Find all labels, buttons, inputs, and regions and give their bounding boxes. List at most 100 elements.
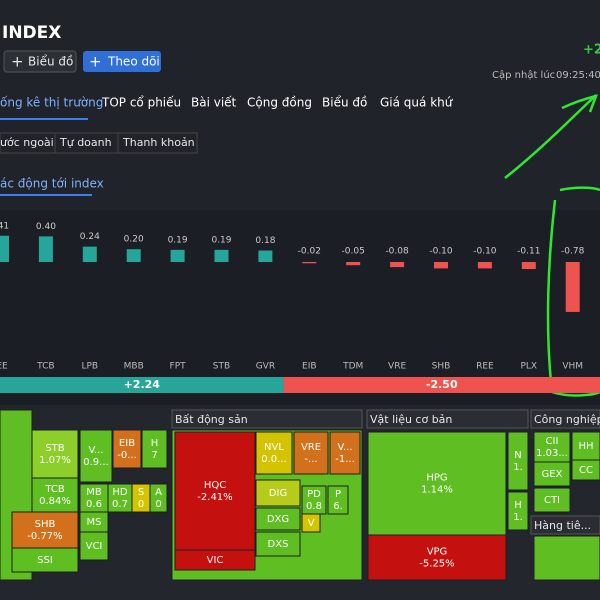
x-tick-label: GVR	[256, 362, 275, 372]
tile: V...-1...	[329, 431, 361, 475]
tile-label: -5.25%	[419, 559, 454, 570]
x-tick-label: LPB	[81, 362, 98, 372]
value-label: -0.10	[429, 247, 453, 257]
tile-rect	[149, 483, 168, 513]
tab[interactable]: ống kê thị trường	[0, 96, 103, 110]
tile-label: -0...	[117, 450, 137, 461]
tile-rect	[255, 431, 293, 475]
tab[interactable]: Biểu đồ	[322, 96, 367, 110]
tile: VRE-...	[293, 431, 329, 475]
tile-label: V...	[337, 442, 352, 453]
tile: DIG	[255, 479, 301, 507]
tile-label: N	[514, 450, 521, 461]
tile-rect	[255, 479, 301, 507]
value-label: -0.10	[473, 247, 497, 257]
tab[interactable]: Cộng đồng	[247, 96, 312, 110]
tile-label: SHB	[35, 519, 56, 530]
tile-rect	[533, 431, 571, 463]
header-bg	[0, 0, 600, 210]
tile-label: H	[151, 438, 159, 449]
sector-header	[530, 515, 600, 535]
tile-rect	[367, 431, 507, 536]
tile-label: 0.0...	[261, 454, 286, 465]
tile: MB0.6	[79, 483, 109, 513]
tile-label: 1.	[513, 462, 523, 473]
value-label: 0.20	[124, 235, 144, 245]
summary-label: -2.50	[426, 378, 458, 391]
tile: V	[301, 513, 321, 533]
tile-label: DXS	[268, 539, 289, 550]
tile-rect	[507, 491, 529, 531]
tile: CC	[571, 459, 600, 481]
subtab[interactable]: Tự doanh	[59, 136, 112, 149]
tile-label: 0	[155, 499, 161, 510]
tile-label: -2.41%	[197, 492, 232, 503]
updated-time: 09:25:40	[556, 70, 600, 81]
tile: V...0.9...	[79, 429, 113, 483]
follow-button[interactable]	[83, 51, 161, 72]
tile-label: NVL	[264, 442, 284, 453]
tile: MS	[79, 511, 109, 533]
tile-rect	[79, 429, 113, 483]
value-label: 0.19	[211, 235, 231, 245]
x-tick-label: TDM	[342, 362, 363, 372]
value-label: -0.05	[342, 247, 365, 257]
tile-label: -...	[304, 454, 317, 465]
chart-button[interactable]	[3, 50, 77, 73]
value-label: -0.08	[385, 247, 409, 257]
tile: NVL0.0...	[255, 431, 293, 475]
x-tick-label: MBB	[124, 362, 144, 372]
value-label: 0.40	[36, 222, 56, 232]
subtab[interactable]: Thanh khoản	[122, 136, 195, 149]
tile-label: -1...	[335, 454, 355, 465]
tile-label: 1.03...	[536, 448, 568, 459]
tile-label: 1.	[513, 512, 523, 523]
tile-label: P	[335, 489, 341, 500]
tile-label: V...	[88, 445, 103, 456]
sector-header	[530, 409, 600, 429]
subtab[interactable]: ước ngoài	[0, 136, 54, 149]
bar	[214, 249, 229, 262]
value-label: -0.02	[298, 247, 321, 257]
bar	[477, 262, 492, 269]
tile-rect	[31, 477, 79, 513]
tile-label: GEX	[542, 469, 563, 480]
tile: CTI	[533, 487, 571, 513]
summary-label: +2.24	[124, 378, 161, 391]
tab[interactable]: TOP cổ phiếu	[101, 96, 181, 110]
x-tick-label: SHB	[432, 362, 451, 372]
tile-label: MB	[86, 487, 102, 498]
button-label: Theo dõi	[107, 55, 160, 69]
tile-label: STB	[45, 443, 64, 454]
value-label: 0.19	[168, 235, 188, 245]
tile-label: CTI	[544, 495, 560, 506]
x-tick-label: PLX	[520, 362, 537, 372]
button-label: Biểu đồ	[28, 55, 73, 69]
tile-label: 7	[151, 450, 157, 461]
x-tick-label: EE	[0, 362, 8, 372]
tile-rect	[327, 485, 349, 515]
tile-label: A	[155, 487, 162, 498]
tile-label: S	[138, 487, 144, 498]
tile-label: DXG	[267, 514, 289, 525]
x-tick-label: TCB	[36, 362, 54, 372]
tile-label: CC	[579, 465, 593, 476]
tile-label: 0.7	[112, 499, 128, 510]
title: INDEX	[2, 23, 61, 43]
tile-rect	[11, 511, 79, 549]
tile: HH	[571, 431, 600, 461]
x-tick-label: VRE	[388, 362, 406, 372]
bar	[126, 249, 141, 262]
tile-rect	[367, 534, 507, 581]
tab[interactable]: Bài viết	[191, 96, 237, 110]
tile-rect	[11, 547, 79, 573]
tile: VCI	[79, 531, 109, 561]
tile-label: PD	[307, 489, 321, 500]
tile-label: 0.9...	[83, 457, 108, 468]
tile-label: SSI	[37, 555, 53, 566]
tile-rect	[79, 531, 109, 561]
tile-label: HPG	[426, 473, 447, 484]
value-label: -0.78	[561, 247, 585, 257]
tab[interactable]: Giá quá khứ	[380, 96, 454, 110]
